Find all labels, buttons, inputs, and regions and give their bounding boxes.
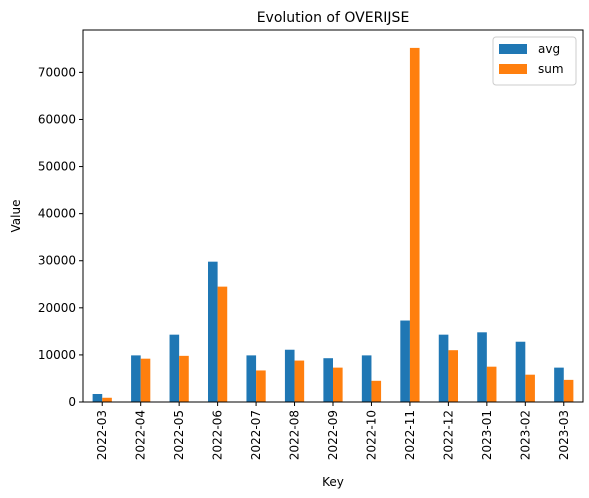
- x-tick-label: 2023-02: [518, 410, 532, 460]
- bar-sum-2022-11: [409, 47, 420, 402]
- legend-label-sum: sum: [538, 62, 564, 76]
- x-tick-label: 2023-01: [480, 410, 494, 460]
- x-tick-label: 2022-07: [249, 410, 263, 460]
- legend: avg sum: [492, 36, 577, 86]
- y-tick-label: 40000: [38, 207, 76, 221]
- bar-avg-2023-03: [554, 367, 564, 402]
- x-tick-label: 2022-11: [403, 410, 417, 460]
- y-tick-label: 10000: [38, 348, 76, 362]
- x-axis: 2022-03 2022-04 2022-05 2022-06 2022-07 2022-…: [95, 402, 571, 460]
- plot-frame: [82, 29, 584, 403]
- x-tick-label: 2022-12: [441, 410, 455, 460]
- bar-sum-2022-08: [294, 360, 305, 402]
- y-axis: 0 10000 20000 30000 40000 50000 60000 70000: [38, 65, 83, 409]
- legend-swatch-avg: [499, 44, 527, 54]
- y-tick-label: 20000: [38, 301, 76, 315]
- x-axis-label: Key: [322, 475, 344, 489]
- bar-sum-2023-03: [563, 379, 574, 402]
- x-tick-label: 2022-03: [95, 410, 109, 460]
- y-tick-label: 50000: [38, 160, 76, 174]
- bar-sum-2022-03: [102, 397, 112, 402]
- bar-avg-2022-07: [246, 355, 257, 402]
- bar-avg-2022-10: [361, 355, 372, 402]
- bar-sum-2022-05: [179, 355, 189, 402]
- bars-group: [92, 47, 574, 402]
- bar-avg-2022-11: [400, 320, 410, 402]
- bar-sum-2022-10: [371, 380, 382, 402]
- bar-avg-2022-06: [208, 261, 218, 402]
- x-tick-label: 2022-04: [134, 410, 148, 460]
- x-tick-label: 2022-10: [364, 410, 378, 460]
- bar-sum-2022-06: [217, 286, 228, 402]
- bar-sum-2022-04: [140, 358, 151, 402]
- x-tick-label: 2022-06: [211, 410, 225, 460]
- bar-avg-2023-01: [477, 332, 487, 402]
- bar-avg-2022-12: [438, 334, 449, 402]
- bar-avg-2023-02: [515, 341, 526, 402]
- bar-sum-2023-02: [525, 374, 535, 402]
- x-tick-label: 2022-05: [172, 410, 186, 460]
- bar-sum-2022-09: [333, 367, 343, 402]
- bar-avg-2022-03: [92, 393, 103, 402]
- y-tick-label: 30000: [38, 254, 76, 268]
- bar-sum-2022-12: [448, 350, 458, 402]
- bar-avg-2022-04: [131, 355, 141, 402]
- x-tick-label: 2023-03: [557, 410, 571, 460]
- y-tick-label: 0: [68, 395, 76, 409]
- legend-swatch-sum: [499, 64, 527, 74]
- chart-title: Evolution of OVERIJSE: [257, 10, 410, 26]
- y-tick-label: 60000: [38, 112, 76, 126]
- bar-avg-2022-05: [169, 334, 180, 402]
- y-axis-label: Value: [9, 200, 23, 233]
- bar-sum-2023-01: [486, 366, 497, 402]
- legend-label-avg: avg: [538, 42, 560, 56]
- bar-avg-2022-08: [284, 349, 295, 402]
- y-tick-label: 70000: [38, 65, 76, 79]
- x-tick-label: 2022-09: [326, 410, 340, 460]
- bar-avg-2022-09: [323, 358, 333, 402]
- bar-sum-2022-07: [256, 370, 266, 402]
- x-tick-label: 2022-08: [288, 410, 302, 460]
